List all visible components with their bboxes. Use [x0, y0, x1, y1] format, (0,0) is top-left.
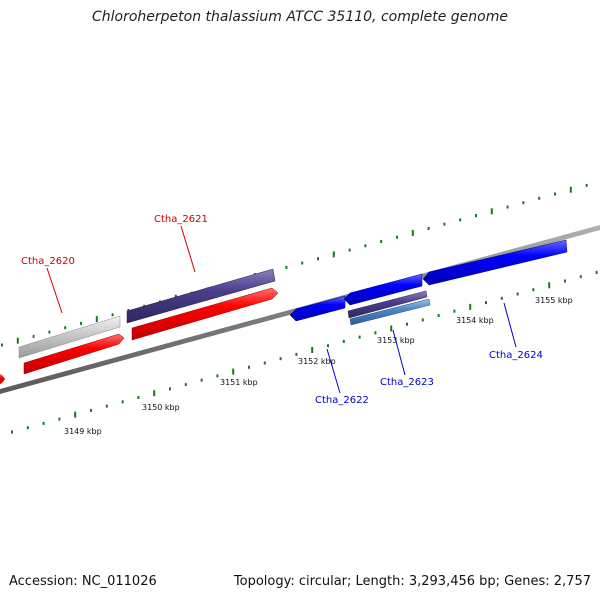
kbp-label-3150: 3150 kbp [142, 403, 180, 412]
gene-feature-ctha-2620 [23, 333, 125, 375]
forward-strand-genes [0, 268, 279, 384]
gene-label-ctha-2624: Ctha_2624 [489, 350, 543, 361]
gene-feature-left-edge [0, 374, 5, 384]
kbp-label-3152: 3152 kbp [298, 357, 336, 366]
gene-feature-ctha-2621 [126, 268, 276, 324]
gene-label-ctha-2621: Ctha_2621 [154, 214, 208, 225]
gene-label-ctha-2622: Ctha_2622 [315, 395, 369, 406]
gene-label-ctha-2620: Ctha_2620 [21, 256, 75, 267]
gene-feature-ctha-2622 [289, 295, 346, 322]
accession-text: Accession: NC_011026 [9, 574, 157, 589]
kbp-label-3149: 3149 kbp [64, 427, 102, 436]
gene-label-ctha-2623: Ctha_2623 [380, 377, 434, 388]
gene-label-connectors [46, 225, 517, 394]
gene-feature-ctha-2624 [422, 239, 568, 286]
kbp-labels: 3149 kbp 3150 kbp 3151 kbp 3152 kbp 3153… [64, 296, 573, 436]
map-title: Chloroherpeton thalassium ATCC 35110, co… [92, 9, 508, 25]
kbp-label-3153: 3153 kbp [377, 336, 415, 345]
reverse-strand-genes [289, 239, 568, 326]
gene-labels: Ctha_2620 Ctha_2621 Ctha_2622 Ctha_2623 … [21, 214, 543, 406]
kbp-label-3151: 3151 kbp [220, 378, 258, 387]
gene-feature-forward-cds [131, 287, 279, 341]
gene-feature-light [349, 298, 431, 326]
gene-feature-reverse-cds [343, 273, 423, 306]
reverse-strand-ticks [11, 270, 598, 434]
genome-summary-text: Topology: circular; Length: 3,293,456 bp… [233, 574, 591, 589]
gene-feature-ctha-2623 [347, 290, 428, 319]
kbp-label-3154: 3154 kbp [456, 316, 494, 325]
kbp-label-3155: 3155 kbp [535, 296, 573, 305]
gene-feature-pseudo [18, 315, 121, 359]
